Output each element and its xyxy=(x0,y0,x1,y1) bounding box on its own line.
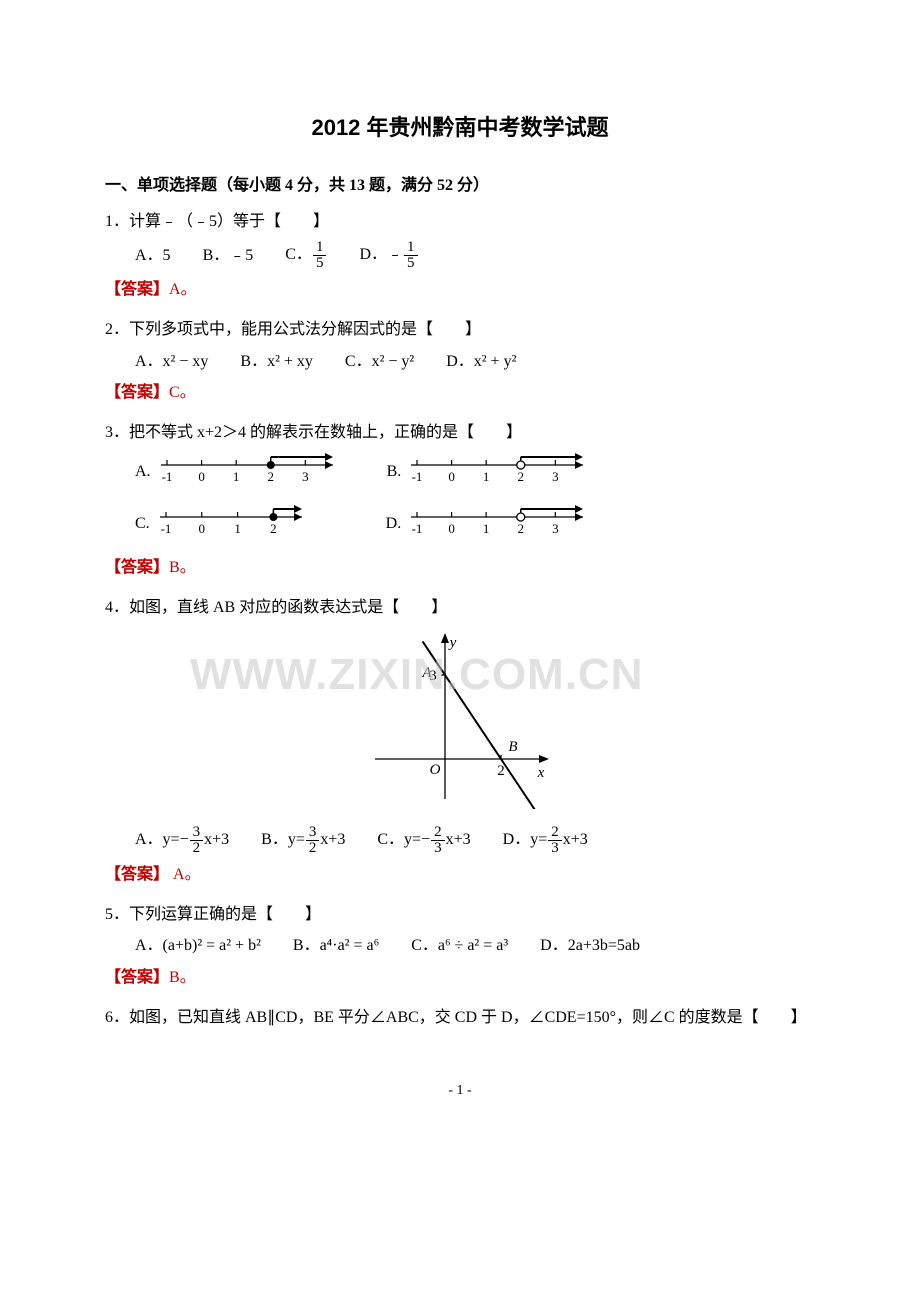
svg-text:A: A xyxy=(421,665,432,681)
q5-opt-b: B．a⁴·a² = a⁶ xyxy=(293,933,379,959)
q1-opt-c: C．15 xyxy=(285,240,327,271)
q2-answer: 【答案】C。 xyxy=(105,380,815,406)
svg-text:2: 2 xyxy=(518,469,525,484)
q5-options: A．(a+b)² = a² + b² B．a⁴·a² = a⁶ C．a⁶ ÷ a… xyxy=(105,933,815,959)
section-heading: 一、单项选择题（每小题 4 分，共 13 题，满分 52 分） xyxy=(105,173,815,199)
q3-row-2: C. -1 0 1 2 D. -1 0 1 2 3 xyxy=(105,503,815,543)
numberline-a: -1 0 1 2 3 xyxy=(157,451,347,491)
q1-opt-d: D．﹣15 xyxy=(359,240,418,271)
svg-text:2: 2 xyxy=(270,521,277,536)
svg-text:-1: -1 xyxy=(412,469,423,484)
q4-opt-a: A．y=−32x+3 xyxy=(135,825,229,856)
q3-answer: 【答案】B。 xyxy=(105,555,815,581)
q1-answer: 【答案】A。 xyxy=(105,277,815,303)
q4-text: 4．如图，直线 AB 对应的函数表达式是【 】 xyxy=(105,595,815,621)
svg-text:-1: -1 xyxy=(161,469,172,484)
svg-text:-1: -1 xyxy=(412,521,423,536)
svg-text:B: B xyxy=(508,739,517,755)
svg-text:0: 0 xyxy=(198,521,205,536)
q4-opt-d: D．y=23x+3 xyxy=(503,825,588,856)
q5-opt-d: D．2a+3b=5ab xyxy=(540,933,640,959)
exam-title: 2012 年贵州黔南中考数学试题 xyxy=(105,110,815,145)
q5-answer: 【答案】B。 xyxy=(105,965,815,991)
svg-text:3: 3 xyxy=(552,469,559,484)
q2-opt-c: C．x² − y² xyxy=(345,349,414,375)
q4-answer: 【答案】 A。 xyxy=(105,862,815,888)
q6-text: 6．如图，已知直线 AB∥CD，BE 平分∠ABC，交 CD 于 D，∠CDE=… xyxy=(105,1005,815,1031)
q4-opt-c: C．y=−23x+3 xyxy=(377,825,470,856)
svg-text:3: 3 xyxy=(302,469,309,484)
q1-opt-a: A．5 xyxy=(135,243,171,269)
svg-text:2: 2 xyxy=(497,763,505,779)
q3-text: 3．把不等式 x+2＞4 的解表示在数轴上，正确的是【 】 xyxy=(105,420,815,446)
q4-opt-b: B．y=32x+3 xyxy=(261,825,345,856)
svg-text:1: 1 xyxy=(232,469,239,484)
numberline-c: -1 0 1 2 xyxy=(156,503,316,543)
q3-label-d: D. xyxy=(386,511,402,537)
q2-options: A．x² − xy B．x² + xy C．x² − y² D．x² + y² xyxy=(105,349,815,375)
q4-graph-wrap: O23AByx xyxy=(105,629,815,818)
q5-opt-c: C．a⁶ ÷ a² = a³ xyxy=(411,933,508,959)
svg-text:x: x xyxy=(537,765,545,781)
q1-opt-b: B．﹣5 xyxy=(203,243,254,269)
svg-text:2: 2 xyxy=(518,521,525,536)
q1-text: 1．计算﹣（﹣5）等于【 】 xyxy=(105,209,815,235)
q3-label-a: A. xyxy=(135,459,151,485)
svg-text:2: 2 xyxy=(267,469,274,484)
svg-text:3: 3 xyxy=(552,521,559,536)
svg-text:1: 1 xyxy=(483,469,490,484)
q3-row-1: A. -1 0 1 2 3 B. -1 0 1 2 3 xyxy=(105,451,815,491)
svg-text:O: O xyxy=(430,762,441,778)
q2-opt-a: A．x² − xy xyxy=(135,349,208,375)
svg-text:0: 0 xyxy=(449,469,456,484)
svg-text:0: 0 xyxy=(449,521,456,536)
numberline-d: -1 0 1 2 3 xyxy=(407,503,597,543)
q5-text: 5．下列运算正确的是【 】 xyxy=(105,902,815,928)
svg-text:-1: -1 xyxy=(160,521,171,536)
q2-opt-b: B．x² + xy xyxy=(240,349,313,375)
q3-label-b: B. xyxy=(387,459,402,485)
svg-text:y: y xyxy=(448,635,457,651)
q4-options: A．y=−32x+3 B．y=32x+3 C．y=−23x+3 D．y=23x+… xyxy=(105,825,815,856)
page-number: - 1 - xyxy=(105,1080,815,1102)
q2-opt-d: D．x² + y² xyxy=(446,349,516,375)
q1-options: A．5 B．﹣5 C．15 D．﹣15 xyxy=(105,240,815,271)
svg-text:0: 0 xyxy=(198,469,205,484)
numberline-b: -1 0 1 2 3 xyxy=(407,451,597,491)
q5-opt-a: A．(a+b)² = a² + b² xyxy=(135,933,261,959)
svg-text:1: 1 xyxy=(483,521,490,536)
svg-text:1: 1 xyxy=(234,521,241,536)
q4-graph: O23AByx xyxy=(365,629,555,809)
q3-label-c: C. xyxy=(135,511,150,537)
q2-text: 2．下列多项式中，能用公式法分解因式的是【 】 xyxy=(105,317,815,343)
